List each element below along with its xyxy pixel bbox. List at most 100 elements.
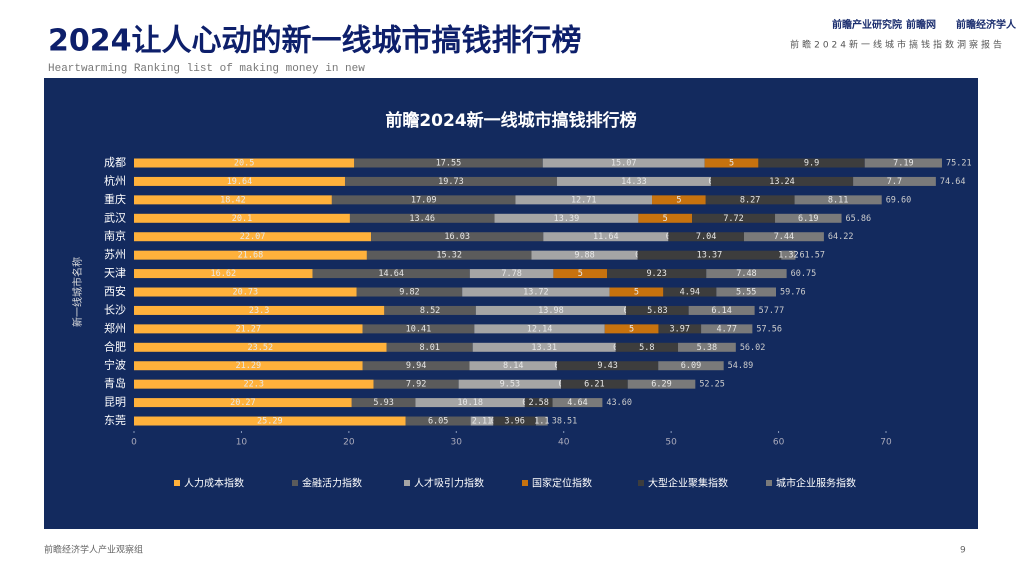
data-label: 20.5 <box>234 159 254 169</box>
y-tick-label: 成都 <box>104 156 126 169</box>
bar-segment <box>384 305 476 315</box>
bar-segment <box>853 176 936 186</box>
data-label: 17.55 <box>436 159 462 169</box>
chart-panel <box>44 78 978 529</box>
data-label: 7.44 <box>774 232 794 242</box>
bar-segment <box>758 158 865 168</box>
report-name: 前瞻2024新一线城市搞钱指数洞察报告 <box>790 39 1005 51</box>
legend-label: 城市企业服务指数 <box>776 477 856 490</box>
data-label: 4.77 <box>716 324 736 334</box>
data-label: 8.01 <box>419 343 439 353</box>
data-label: 15.07 <box>611 159 637 169</box>
bar-segment <box>373 379 459 389</box>
legend-label: 人力成本指数 <box>184 477 244 490</box>
data-label: 9.82 <box>399 288 419 298</box>
bar-segment <box>474 324 605 334</box>
bar-segment <box>704 158 759 168</box>
data-label: 15.32 <box>436 251 462 261</box>
bar-segment <box>609 287 664 297</box>
bar-segment <box>134 324 363 334</box>
data-label: 23.52 <box>248 343 274 353</box>
bar-segment <box>371 232 544 242</box>
data-label: 7.04 <box>696 232 716 242</box>
y-tick-label: 合肥 <box>104 339 126 353</box>
y-tick-label: 宁波 <box>104 358 126 372</box>
legend-swatch <box>292 480 298 486</box>
data-label: 6.21 <box>584 380 604 390</box>
bar-segment <box>134 379 374 389</box>
bar-segment <box>542 158 705 168</box>
legend-swatch <box>522 480 528 486</box>
data-label: 21.68 <box>238 251 264 261</box>
data-label: 5.93 <box>373 398 393 408</box>
x-tick-label: 30 <box>451 438 463 448</box>
bar-segment <box>354 158 543 168</box>
bar-segment <box>678 342 736 352</box>
data-label: 8.11 <box>828 195 848 205</box>
bar-segment <box>637 250 782 260</box>
data-label: 5 <box>663 214 668 224</box>
x-tick-label: 10 <box>236 438 248 448</box>
data-label: 14.33 <box>621 177 647 187</box>
y-tick-label: 武汉 <box>104 211 126 224</box>
data-label: 7.19 <box>893 159 913 169</box>
data-label: 9.9 <box>804 159 819 169</box>
data-label: 23.3 <box>249 306 269 316</box>
total-label: 56.02 <box>740 343 766 353</box>
data-label: 5.83 <box>647 306 667 316</box>
bar-segment <box>794 195 882 205</box>
data-label: 14.64 <box>378 269 404 279</box>
bar-segment <box>604 324 659 334</box>
y-tick-label: 西安 <box>104 284 126 298</box>
data-label: 12.71 <box>571 195 597 205</box>
data-label: 13.37 <box>697 251 723 261</box>
data-label: 6.14 <box>711 306 731 316</box>
data-label: 9.23 <box>646 269 666 279</box>
bar-segment <box>663 287 717 297</box>
legend-swatch <box>766 480 772 486</box>
y-tick-label: 天津 <box>104 267 126 280</box>
legend-swatch <box>404 480 410 486</box>
data-label: 11.64 <box>593 232 619 242</box>
data-label: 5.8 <box>639 343 654 353</box>
bar-segment <box>515 195 653 205</box>
bar-segment <box>615 342 679 352</box>
x-tick-label: 40 <box>558 438 570 448</box>
data-label: 2.58 <box>528 398 548 408</box>
data-label: 4.94 <box>680 288 700 298</box>
y-tick-label: 长沙 <box>104 303 126 316</box>
bar-segment <box>356 287 463 297</box>
y-tick-label: 南京 <box>104 229 126 243</box>
bar-segment <box>134 416 406 426</box>
bar-segment <box>134 176 345 186</box>
bar-segment <box>134 305 385 315</box>
data-label: 2.11 <box>472 417 492 427</box>
total-label: 69.60 <box>886 195 912 205</box>
total-label: 59.76 <box>780 288 806 298</box>
y-tick-label: 重庆 <box>104 192 126 206</box>
bar-segment <box>627 379 696 389</box>
data-label: 10.18 <box>457 398 483 408</box>
bar-segment <box>134 398 352 408</box>
data-label: 3.97 <box>670 324 690 334</box>
bar-segment <box>775 213 842 223</box>
legend-label: 国家定位指数 <box>532 477 592 490</box>
total-label: 57.77 <box>759 306 785 316</box>
bar-segment <box>134 158 355 168</box>
data-label: 21.29 <box>236 361 262 371</box>
bar-segment <box>134 269 313 279</box>
total-label: 43.60 <box>606 398 632 408</box>
data-label: 13.46 <box>409 214 435 224</box>
y-tick-label: 昆明 <box>104 396 126 409</box>
bar-segment <box>668 232 744 242</box>
bar-segment <box>405 416 471 426</box>
bar-segment <box>701 324 753 334</box>
bar-segment <box>652 195 706 205</box>
data-label: 7.78 <box>501 269 521 279</box>
total-label: 75.21 <box>946 159 972 169</box>
data-label: 13.31 <box>531 343 557 353</box>
y-tick-label: 苏州 <box>104 248 126 261</box>
bar-segment <box>543 232 669 242</box>
bar-segment <box>864 158 942 168</box>
data-label: 25.29 <box>257 417 283 427</box>
